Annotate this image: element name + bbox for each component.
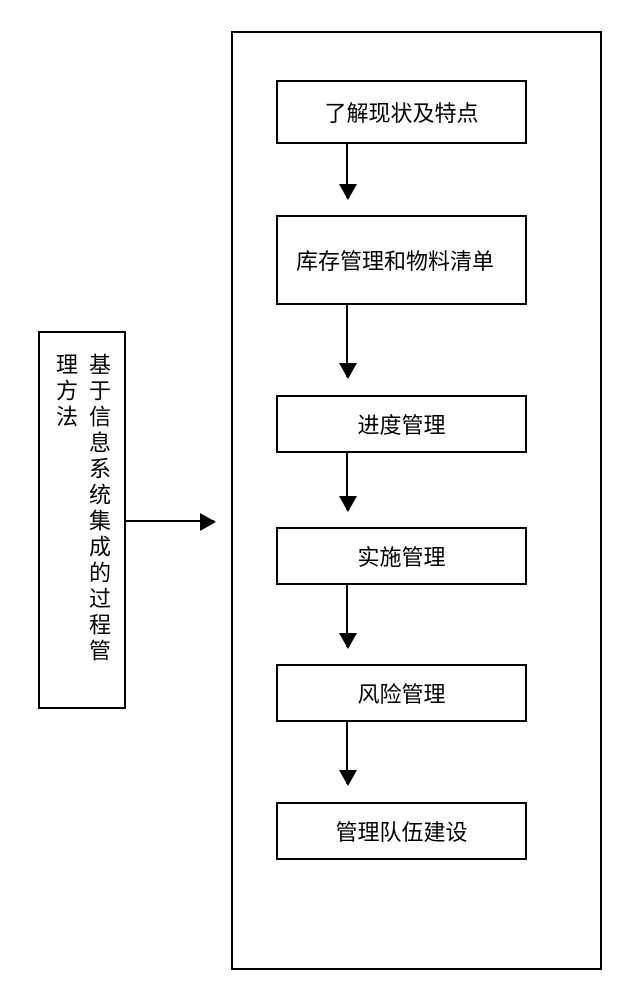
step-box-4: 风险管理	[276, 664, 527, 722]
arrow-down-4	[346, 722, 348, 784]
arrow-down-2	[346, 453, 348, 510]
arrow-down-3	[346, 585, 348, 647]
step-label-3: 实施管理	[357, 540, 445, 572]
source-box: 基于信息系统集成的过程管理方法	[38, 331, 126, 709]
step-box-5: 管理队伍建设	[276, 802, 527, 860]
step-box-3: 实施管理	[276, 527, 527, 585]
step-box-0: 了解现状及特点	[276, 80, 527, 144]
step-label-5: 管理队伍建设	[335, 815, 467, 847]
arrow-down-1	[346, 305, 348, 377]
step-label-2: 进度管理	[357, 408, 445, 440]
step-label-0: 了解现状及特点	[324, 96, 478, 128]
source-label: 基于信息系统集成的过程管理方法	[49, 353, 115, 687]
step-box-1: 库存管理和物料清单	[276, 215, 527, 305]
step-label-4: 风险管理	[357, 677, 445, 709]
step-box-2: 进度管理	[276, 395, 527, 453]
arrow-right	[126, 520, 214, 522]
arrow-down-0	[346, 144, 348, 198]
step-label-1: 库存管理和物料清单	[296, 244, 494, 276]
